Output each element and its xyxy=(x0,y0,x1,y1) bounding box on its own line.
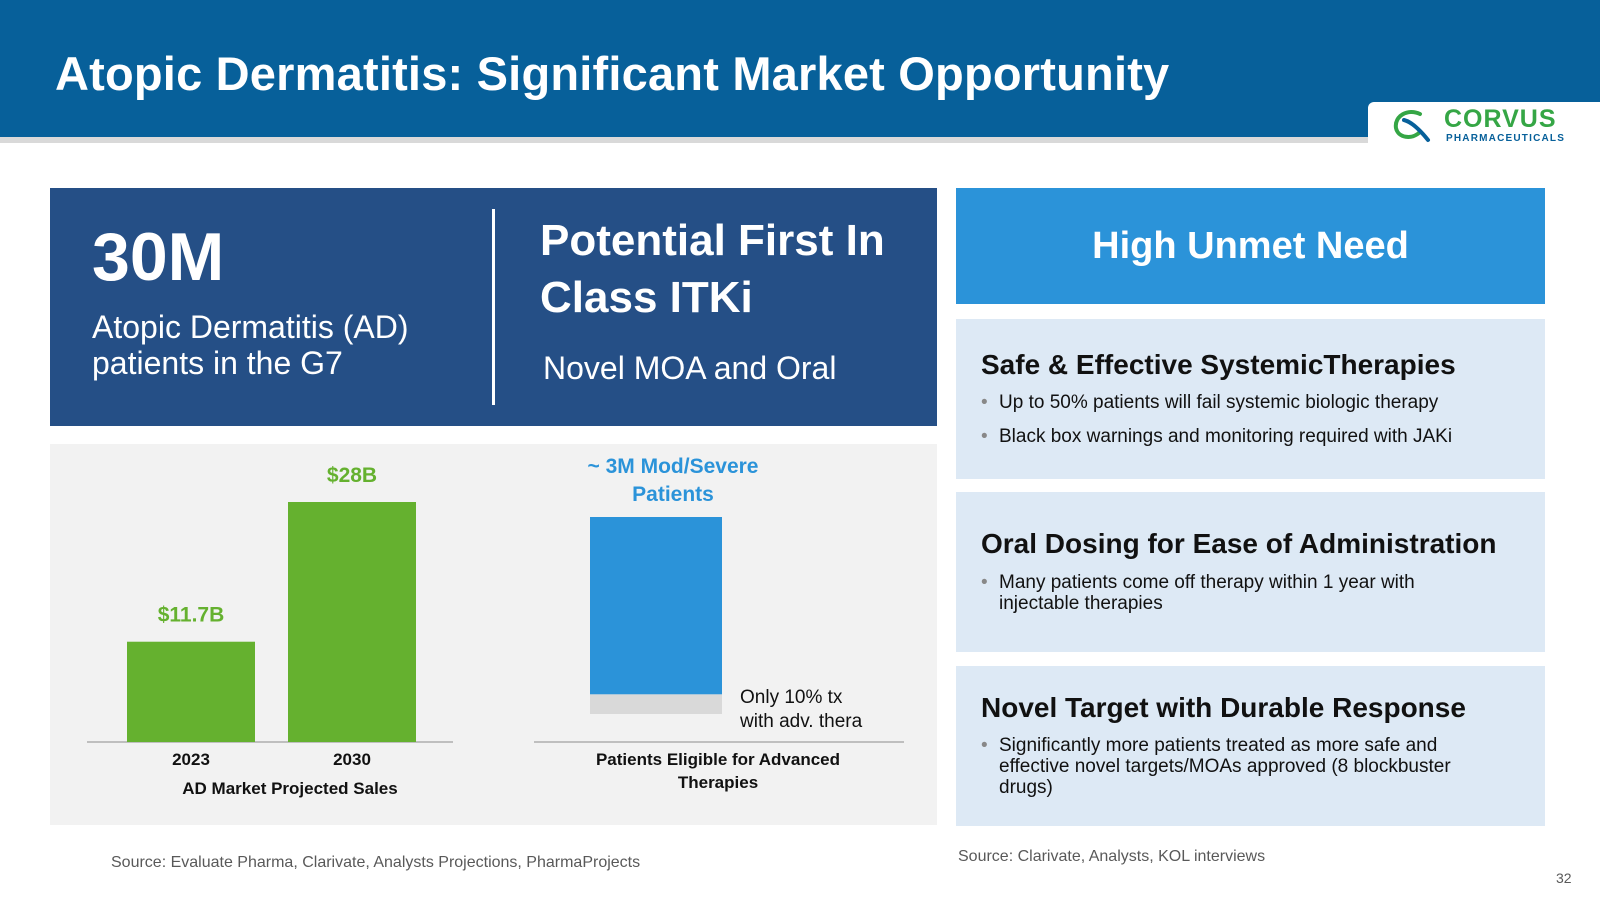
need-card-title: Novel Target with Durable Response xyxy=(981,692,1466,723)
logo-name: CORVUS xyxy=(1444,105,1557,133)
chart-panel: $11.7B 2023 $28B 2030 AD Market Projected Sa… xyxy=(50,444,937,825)
patients-annotation: with adv. thera xyxy=(739,711,863,732)
unmet-need-header: High Unmet Need xyxy=(956,188,1545,304)
logo-subtitle: PHARMACEUTICALS xyxy=(1446,133,1566,144)
need-card-bullet: Significantly more patients treated as m… xyxy=(981,735,1501,798)
corvus-logo-icon xyxy=(1393,109,1430,142)
page-number: 32 xyxy=(1556,870,1572,886)
source-note-left: Source: Evaluate Pharma, Clarivate, Anal… xyxy=(111,854,641,871)
stat-divider xyxy=(492,209,495,405)
slide-header: Atopic Dermatitis: Significant Market Op… xyxy=(0,0,1600,137)
sales-tick-label: 2030 xyxy=(333,750,371,769)
sales-bar xyxy=(127,641,255,742)
patients-annotation: Only 10% tx xyxy=(740,687,843,708)
need-card-bullets: Many patients come off therapy within 1 … xyxy=(981,572,1461,627)
header-underline xyxy=(0,137,1600,143)
source-note-right: Source: Clarivate, Analysts, KOL intervi… xyxy=(958,848,1266,865)
company-logo: CORVUS PHARMACEUTICALS xyxy=(1368,102,1600,152)
first-in-class-title: Potential First In Class ITKi xyxy=(540,216,885,322)
stat-panel: 30M Atopic Dermatitis (AD) patients in t… xyxy=(50,188,937,426)
patients-top-label-line: Patients xyxy=(632,483,714,506)
charts-svg: $11.7B 2023 $28B 2030 AD Market Projected Sa… xyxy=(87,455,904,798)
need-card-bullet: Many patients come off therapy within 1 … xyxy=(981,572,1461,614)
patient-count-description: Atopic Dermatitis (AD) patients in the G… xyxy=(92,309,409,381)
sales-tick-label: 2023 xyxy=(172,750,210,769)
sales-bar-label: $11.7B xyxy=(158,604,225,627)
need-card-novel-target: Novel Target with Durable Response Signi… xyxy=(956,666,1545,826)
first-in-class-subtitle: Novel MOA and Oral xyxy=(543,350,837,386)
patients-top-label-line: ~ 3M Mod/Severe xyxy=(588,455,759,478)
patients-axis-label-line: Patients Eligible for Advanced xyxy=(596,750,840,769)
need-card-bullets: Significantly more patients treated as m… xyxy=(981,735,1501,811)
need-card-safety: Safe & Effective SystemicTherapies Up to… xyxy=(956,319,1545,479)
patients-bar-segment xyxy=(590,517,722,695)
need-card-bullets: Up to 50% patients will fail systemic bi… xyxy=(981,392,1452,460)
patients-axis-label-line: Therapies xyxy=(678,773,758,792)
need-card-title: Safe & Effective SystemicTherapies xyxy=(981,349,1456,380)
patient-count: 30M xyxy=(92,219,225,295)
need-card-bullet: Black box warnings and monitoring requir… xyxy=(981,426,1452,447)
slide-title: Atopic Dermatitis: Significant Market Op… xyxy=(55,47,1170,100)
need-card-oral: Oral Dosing for Ease of Administration M… xyxy=(956,492,1545,652)
patients-bar-segment xyxy=(590,694,722,714)
sales-axis-label: AD Market Projected Sales xyxy=(182,779,397,798)
sales-bar xyxy=(288,502,416,742)
sales-bar-label: $28B xyxy=(327,464,377,487)
need-card-bullet: Up to 50% patients will fail systemic bi… xyxy=(981,392,1452,413)
need-card-title: Oral Dosing for Ease of Administration xyxy=(981,528,1497,559)
